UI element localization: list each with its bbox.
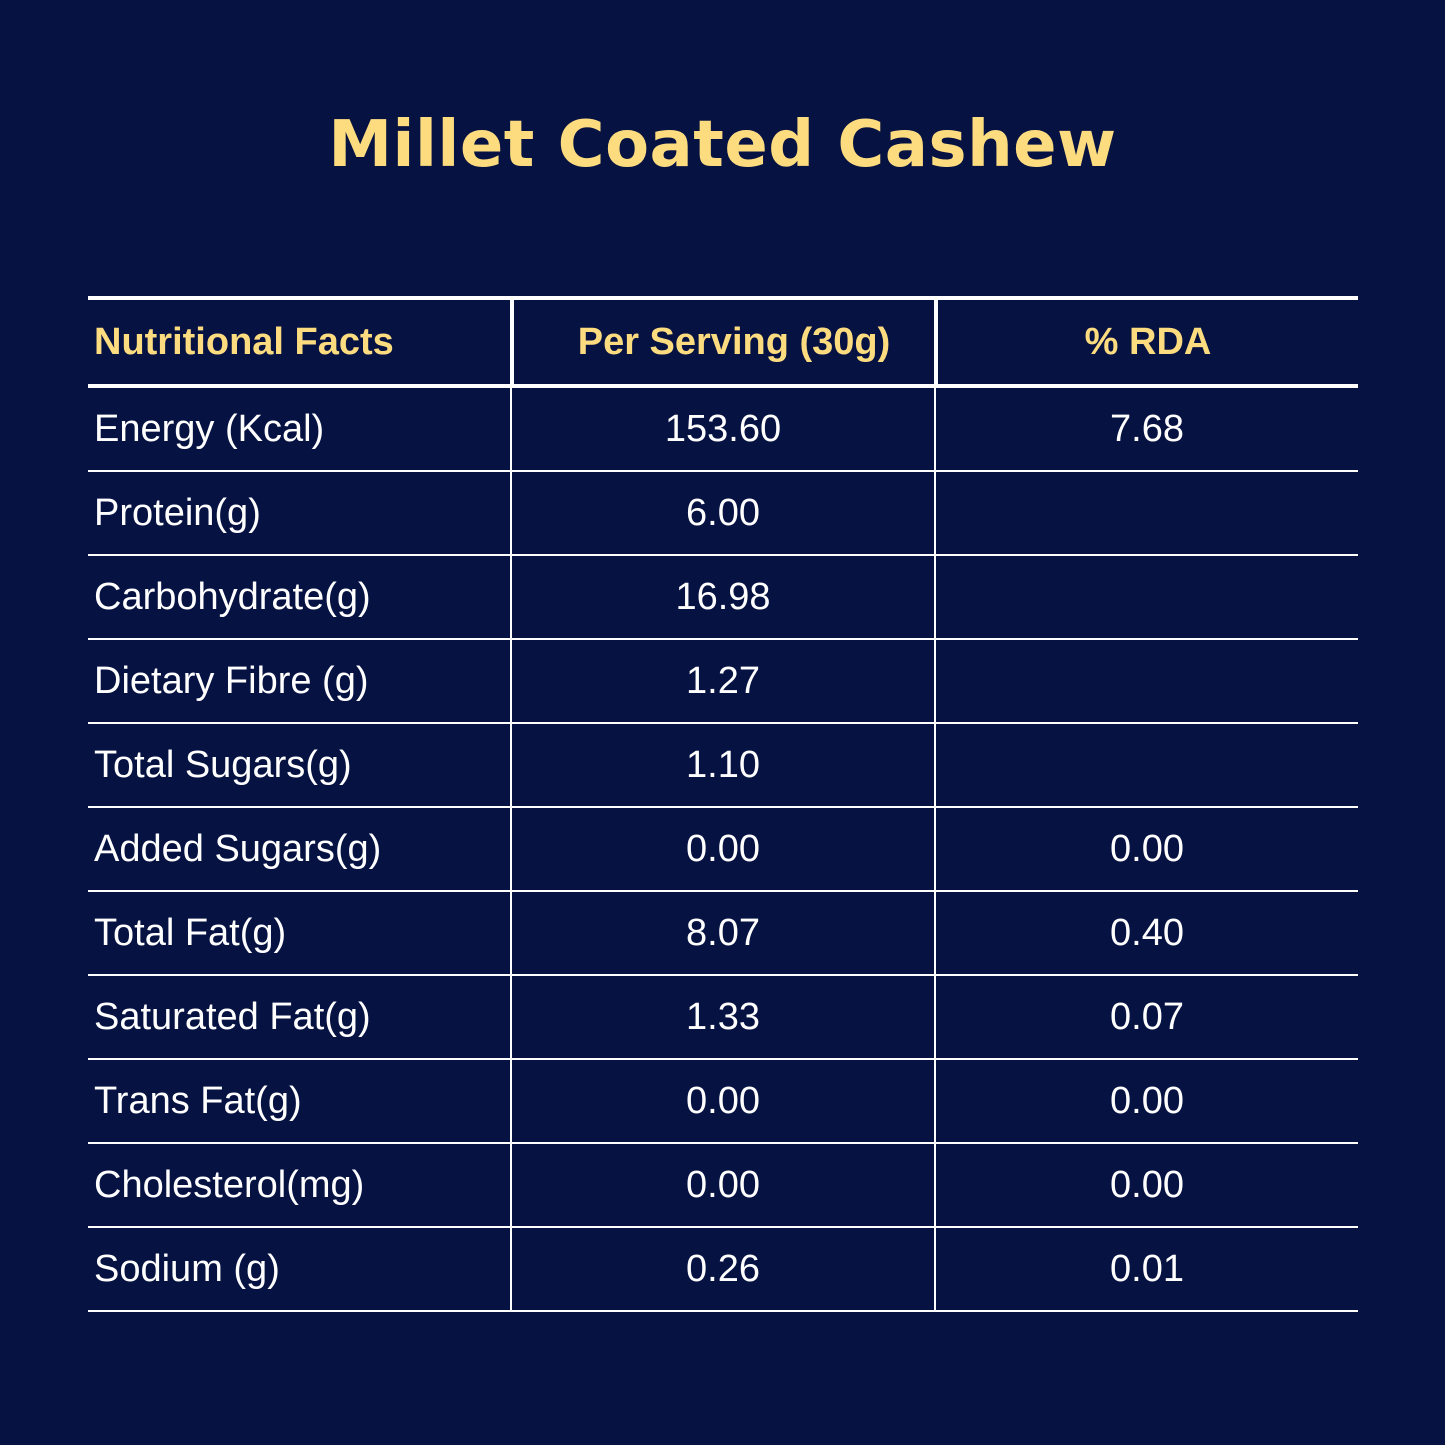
table-row: Carbohydrate(g) 16.98 bbox=[88, 556, 1358, 640]
rda-value bbox=[934, 724, 1358, 806]
rda-value: 0.00 bbox=[934, 1060, 1358, 1142]
per-serving-value: 0.00 bbox=[510, 808, 934, 890]
rda-value bbox=[934, 472, 1358, 554]
rda-value bbox=[934, 640, 1358, 722]
rda-value bbox=[934, 556, 1358, 638]
nutrient-name: Sodium (g) bbox=[94, 1247, 280, 1290]
nutrient-name: Carbohydrate(g) bbox=[94, 575, 371, 618]
rda-value: 0.40 bbox=[934, 892, 1358, 974]
per-serving-value: 1.33 bbox=[510, 976, 934, 1058]
header-rda: % RDA bbox=[934, 300, 1358, 384]
per-serving-value: 0.26 bbox=[510, 1228, 934, 1310]
nutrient-name: Total Sugars(g) bbox=[94, 743, 352, 786]
table-header-row: Nutritional Facts Per Serving (30g) % RD… bbox=[88, 296, 1358, 388]
rda-value: 7.68 bbox=[934, 388, 1358, 470]
table-row: Total Sugars(g) 1.10 bbox=[88, 724, 1358, 808]
rda-value: 0.00 bbox=[934, 1144, 1358, 1226]
per-serving-value: 153.60 bbox=[510, 388, 934, 470]
table-row: Total Fat(g) 8.07 0.40 bbox=[88, 892, 1358, 976]
table-row: Protein(g) 6.00 bbox=[88, 472, 1358, 556]
rda-value: 0.01 bbox=[934, 1228, 1358, 1310]
per-serving-value: 1.10 bbox=[510, 724, 934, 806]
table-row: Added Sugars(g) 0.00 0.00 bbox=[88, 808, 1358, 892]
per-serving-value: 16.98 bbox=[510, 556, 934, 638]
per-serving-value: 0.00 bbox=[510, 1060, 934, 1142]
nutrient-name: Protein(g) bbox=[94, 491, 261, 534]
nutrient-name: Total Fat(g) bbox=[94, 911, 287, 954]
nutrient-name: Dietary Fibre (g) bbox=[94, 659, 369, 702]
nutrient-name: Added Sugars(g) bbox=[94, 827, 382, 870]
nutrient-name: Saturated Fat(g) bbox=[94, 995, 371, 1038]
table-row: Sodium (g) 0.26 0.01 bbox=[88, 1228, 1358, 1312]
per-serving-value: 8.07 bbox=[510, 892, 934, 974]
page-title: Millet Coated Cashew bbox=[328, 108, 1117, 182]
table-row: Dietary Fibre (g) 1.27 bbox=[88, 640, 1358, 724]
per-serving-value: 1.27 bbox=[510, 640, 934, 722]
rda-value: 0.00 bbox=[934, 808, 1358, 890]
header-per-serving: Per Serving (30g) bbox=[510, 300, 934, 384]
table-row: Trans Fat(g) 0.00 0.00 bbox=[88, 1060, 1358, 1144]
table-row: Saturated Fat(g) 1.33 0.07 bbox=[88, 976, 1358, 1060]
header-nutritional-facts: Nutritional Facts bbox=[94, 320, 394, 363]
per-serving-value: 0.00 bbox=[510, 1144, 934, 1226]
per-serving-value: 6.00 bbox=[510, 472, 934, 554]
nutrient-name: Energy (Kcal) bbox=[94, 407, 325, 450]
table-row: Cholesterol(mg) 0.00 0.00 bbox=[88, 1144, 1358, 1228]
nutrition-table: Nutritional Facts Per Serving (30g) % RD… bbox=[88, 296, 1358, 1312]
nutrient-name: Cholesterol(mg) bbox=[94, 1163, 365, 1206]
rda-value: 0.07 bbox=[934, 976, 1358, 1058]
nutrient-name: Trans Fat(g) bbox=[94, 1079, 302, 1122]
table-row: Energy (Kcal) 153.60 7.68 bbox=[88, 388, 1358, 472]
